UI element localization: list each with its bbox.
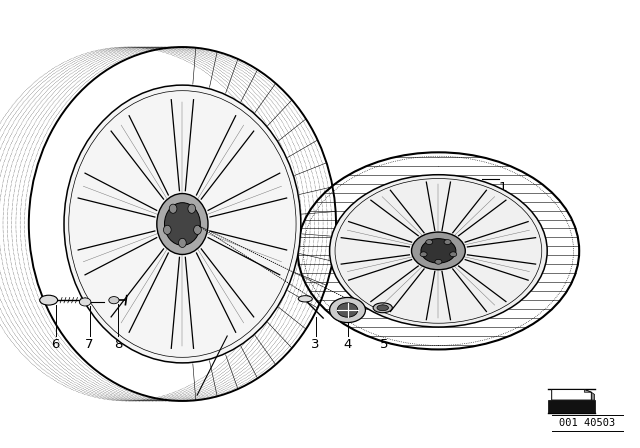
Ellipse shape bbox=[377, 305, 388, 311]
Ellipse shape bbox=[64, 85, 301, 363]
Polygon shape bbox=[591, 392, 595, 400]
Ellipse shape bbox=[179, 238, 186, 247]
Polygon shape bbox=[584, 390, 591, 392]
Ellipse shape bbox=[169, 204, 177, 213]
Text: 6: 6 bbox=[51, 338, 60, 351]
Text: 001 40503: 001 40503 bbox=[559, 418, 616, 428]
Circle shape bbox=[79, 298, 91, 306]
Circle shape bbox=[426, 240, 433, 245]
Circle shape bbox=[412, 232, 465, 270]
Circle shape bbox=[450, 252, 457, 257]
Ellipse shape bbox=[164, 202, 200, 246]
Text: 4: 4 bbox=[343, 338, 352, 351]
Circle shape bbox=[421, 239, 456, 263]
Ellipse shape bbox=[298, 296, 312, 302]
Text: 2: 2 bbox=[223, 338, 232, 351]
Circle shape bbox=[435, 259, 442, 264]
Circle shape bbox=[330, 297, 365, 323]
Text: 1: 1 bbox=[498, 181, 507, 194]
Circle shape bbox=[420, 252, 427, 257]
Ellipse shape bbox=[194, 225, 202, 234]
Circle shape bbox=[337, 303, 358, 317]
Ellipse shape bbox=[188, 204, 196, 213]
Circle shape bbox=[109, 297, 119, 304]
Ellipse shape bbox=[163, 225, 171, 234]
Circle shape bbox=[444, 240, 451, 245]
Text: 5: 5 bbox=[380, 338, 388, 351]
Polygon shape bbox=[548, 400, 595, 413]
Polygon shape bbox=[552, 390, 591, 400]
Ellipse shape bbox=[40, 295, 58, 305]
Ellipse shape bbox=[373, 303, 392, 313]
Text: 8: 8 bbox=[114, 338, 123, 351]
Circle shape bbox=[330, 175, 547, 327]
Text: 7: 7 bbox=[85, 338, 94, 351]
Text: 3: 3 bbox=[311, 338, 320, 351]
Ellipse shape bbox=[157, 194, 208, 254]
